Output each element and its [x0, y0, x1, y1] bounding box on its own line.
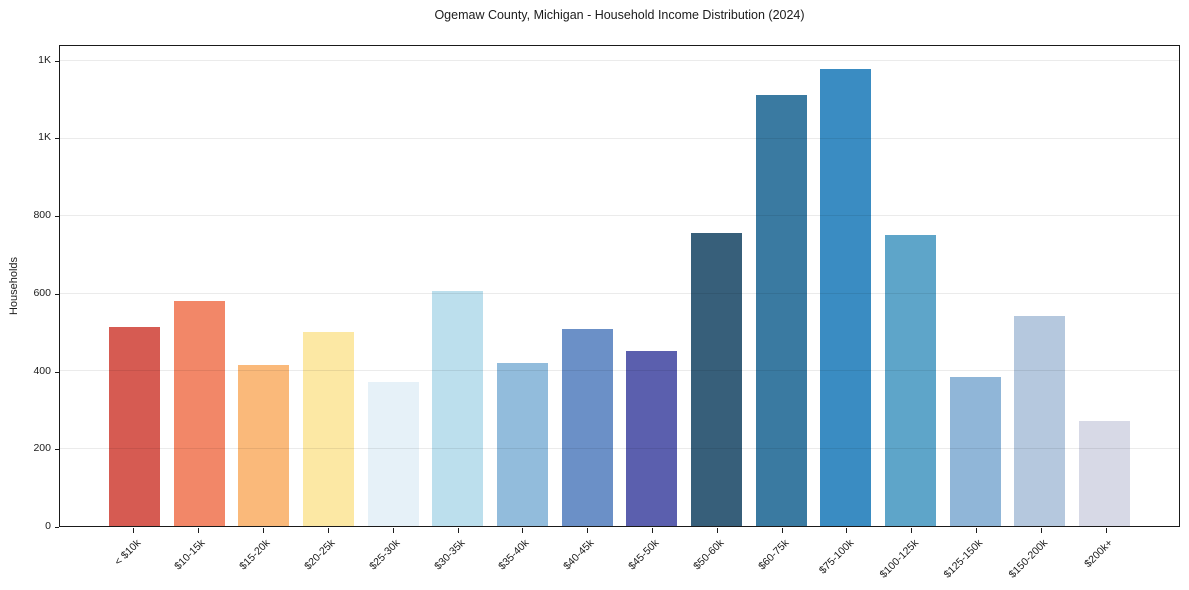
y-tick-mark	[55, 371, 59, 373]
bar-slot	[684, 46, 749, 526]
x-tick-mark	[651, 528, 653, 533]
bar-slot	[814, 46, 879, 526]
bar	[820, 69, 872, 526]
y-tick-mark	[55, 293, 59, 295]
x-tick-mark	[976, 528, 977, 533]
x-tick-label-text: $45-50k	[626, 537, 662, 573]
y-tick-label: 800	[33, 209, 51, 221]
bar	[496, 362, 548, 526]
bar-slot	[749, 46, 814, 526]
bar	[302, 332, 354, 526]
bar	[626, 351, 678, 526]
x-tick-label-text: $125-150k	[941, 537, 986, 581]
x-tick-mark	[911, 528, 913, 533]
y-tick-label: 600	[33, 286, 51, 299]
bar-slot	[1008, 46, 1073, 526]
x-tick-mark	[846, 528, 848, 533]
y-tick-mark	[55, 216, 59, 217]
bar-slot	[425, 46, 490, 526]
y-tick-label: 0	[45, 520, 51, 532]
bar-slot	[620, 46, 685, 526]
x-tick-mark	[781, 528, 783, 533]
x-tick-label-text: $35-40k	[496, 537, 532, 573]
x-tick-mark	[1040, 528, 1042, 533]
bar-slot	[555, 46, 620, 526]
x-tick-mark	[716, 528, 718, 533]
bar	[755, 94, 807, 526]
y-tick-label: 400	[33, 364, 51, 377]
bar	[432, 290, 484, 526]
x-tick-mark	[327, 528, 329, 533]
x-tick-mark	[587, 528, 589, 533]
y-tick-mark	[55, 449, 59, 451]
x-tick-mark	[457, 528, 459, 533]
bar-slot	[361, 46, 426, 526]
bar	[885, 234, 937, 526]
x-tick-label-text: $200k+	[1082, 537, 1116, 571]
x-tick-label-text: $100-125k	[877, 537, 921, 581]
x-tick-mark	[392, 528, 394, 533]
x-tick-label-text: $150-200k	[1006, 537, 1051, 581]
bar	[367, 382, 419, 526]
bar-slot	[296, 46, 361, 526]
bar-slot	[231, 46, 296, 526]
x-tick-label-text: $20-25k	[301, 537, 338, 573]
chart-title: Ogemaw County, Michigan - Household Inco…	[434, 8, 805, 22]
x-tick-label-text: $40-45k	[561, 537, 597, 573]
bar-slot	[102, 46, 167, 526]
x-tick-label-text: $30-35k	[431, 537, 467, 573]
bar-slot	[943, 46, 1008, 526]
y-tick-label: 200	[33, 442, 51, 455]
bar	[1079, 421, 1131, 526]
bar	[949, 376, 1001, 526]
y-tick-mark	[55, 138, 59, 140]
bar	[1014, 315, 1066, 526]
y-tick-mark	[55, 527, 59, 528]
plot-area	[59, 45, 1180, 527]
y-tick-label: 1K	[38, 53, 51, 66]
bars-container	[60, 46, 1179, 526]
x-tick-label-text: $25-30k	[366, 537, 403, 573]
bar-slot	[490, 46, 555, 526]
bar-slot	[1072, 46, 1137, 526]
x-tick-mark	[198, 528, 200, 533]
x-tick-label-text: < $10k	[111, 537, 143, 568]
x-tick-mark	[263, 528, 264, 533]
y-tick-mark	[55, 60, 59, 62]
x-tick-label-text: $75-100k	[816, 537, 856, 577]
bar	[561, 328, 613, 526]
x-tick-mark	[133, 528, 135, 533]
x-tick-label-text: $15-20k	[237, 537, 273, 573]
bar	[108, 326, 160, 526]
y-tick-label: 1K	[38, 131, 51, 144]
x-tick-mark	[1105, 528, 1107, 533]
bar-slot	[878, 46, 943, 526]
x-tick-label-text: $50-60k	[690, 537, 727, 573]
bar-slot	[167, 46, 232, 526]
bar	[691, 233, 743, 526]
bar	[173, 301, 225, 526]
bar	[238, 365, 290, 526]
x-tick-label-text: $10-15k	[172, 537, 208, 573]
x-tick-label-text: $60-75k	[755, 537, 791, 573]
x-tick-mark	[522, 528, 524, 533]
